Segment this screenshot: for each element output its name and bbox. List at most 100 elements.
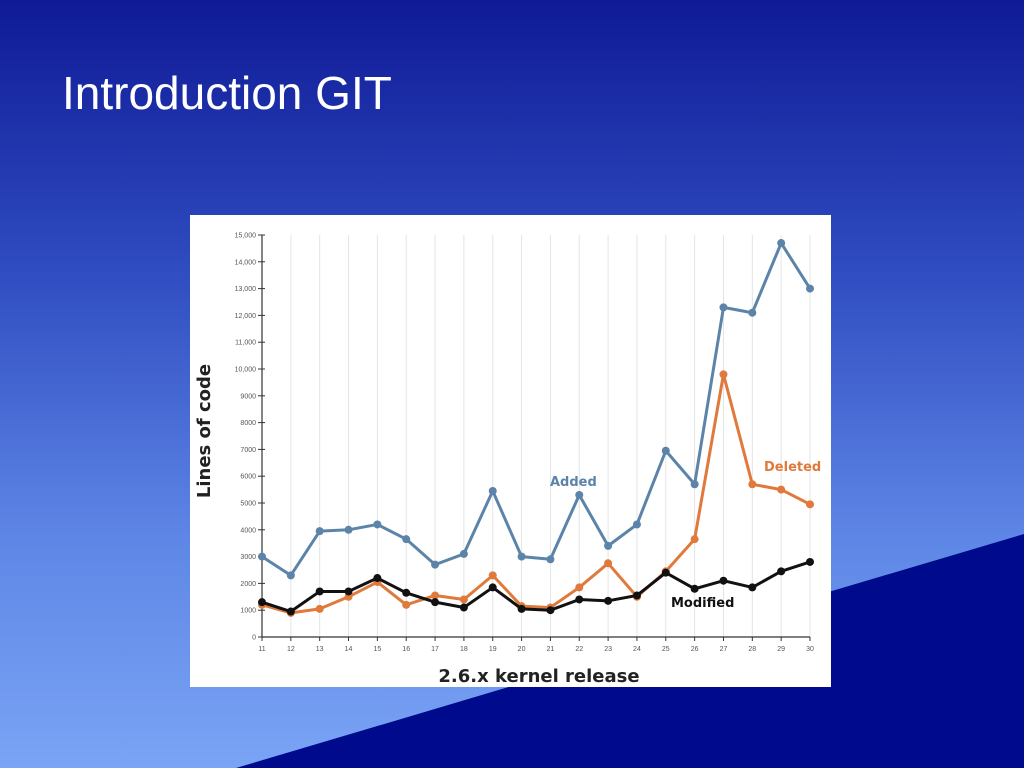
point-modified-29	[777, 567, 786, 576]
y-tick-label-13000: 13,000	[235, 286, 257, 293]
y-tick-label-0: 0	[252, 635, 256, 642]
point-added-23	[604, 541, 613, 550]
point-deleted-13	[315, 604, 324, 613]
series-line-modified	[261, 560, 811, 614]
point-modified-24	[632, 591, 641, 600]
x-tick-label-22: 22	[575, 646, 583, 653]
chart-series	[258, 239, 814, 617]
point-modified-27	[719, 576, 728, 585]
point-deleted-16	[402, 600, 411, 609]
y-tick-label-4000: 4000	[240, 527, 256, 534]
x-tick-label-12: 12	[287, 646, 295, 653]
point-modified-21	[546, 606, 555, 615]
point-modified-28	[748, 583, 757, 592]
x-tick-label-28: 28	[748, 646, 756, 653]
y-tick-label-2000: 2000	[240, 581, 256, 588]
y-tick-label-9000: 9000	[240, 393, 256, 400]
point-deleted-18	[459, 595, 468, 604]
x-tick-label-29: 29	[777, 646, 785, 653]
point-added-18	[459, 549, 468, 558]
y-tick-label-5000: 5000	[240, 501, 256, 508]
x-tick-label-19: 19	[489, 646, 497, 653]
point-modified-11	[258, 598, 266, 607]
point-added-19	[488, 486, 497, 495]
point-deleted-23	[604, 559, 613, 568]
point-modified-18	[459, 603, 468, 612]
point-modified-14	[344, 587, 353, 596]
point-added-11	[258, 552, 266, 561]
x-tick-label-26: 26	[691, 646, 699, 653]
series-label-added: Added	[550, 475, 597, 490]
x-tick-label-23: 23	[604, 646, 612, 653]
y-ticks: 0 1000 2000 3000 4000 5000 6000 7000 8000 9000 10,…	[235, 233, 265, 642]
point-deleted-26	[690, 535, 699, 544]
slide-title: Introduction GIT	[62, 67, 392, 119]
point-added-15	[373, 520, 382, 529]
x-tick-label-14: 14	[345, 646, 353, 653]
chart-axes	[261, 235, 810, 638]
point-modified-20	[517, 604, 526, 613]
x-ticks: 11 12 13 14 15 16 17 18 19 20 21 22 23 24 25 26 27 28 29 30	[258, 637, 814, 653]
point-added-21	[546, 555, 555, 564]
point-modified-23	[604, 596, 613, 605]
x-tick-label-18: 18	[460, 646, 468, 653]
x-tick-label-27: 27	[720, 646, 728, 653]
point-modified-19	[488, 583, 497, 592]
series-line-added	[261, 241, 812, 577]
point-added-28	[748, 308, 757, 317]
y-axis-title: Lines of code	[194, 364, 215, 498]
x-axis-title: 2.6.x kernel release	[438, 666, 639, 687]
y-tick-label-3000: 3000	[240, 554, 256, 561]
point-deleted-29	[777, 485, 786, 494]
x-tick-label-15: 15	[373, 646, 381, 653]
x-tick-label-13: 13	[316, 646, 324, 653]
point-added-29	[777, 239, 786, 248]
point-added-30	[806, 284, 814, 293]
point-modified-22	[575, 595, 584, 604]
point-modified-25	[661, 568, 670, 577]
series-added	[258, 239, 814, 580]
y-tick-label-1000: 1000	[240, 608, 256, 615]
point-deleted-17	[431, 591, 440, 600]
point-deleted-19	[488, 571, 497, 580]
x-tick-label-20: 20	[518, 646, 526, 653]
point-added-22	[575, 490, 584, 499]
x-tick-label-21: 21	[547, 646, 555, 653]
point-modified-30	[806, 557, 814, 566]
chart: 0 1000 2000 3000 4000 5000 6000 7000 8000 9000 10,…	[190, 215, 831, 687]
point-deleted-28	[748, 480, 757, 489]
chart-grid	[261, 235, 811, 637]
point-modified-26	[690, 584, 699, 593]
y-tick-label-15000: 15,000	[235, 233, 257, 240]
series-label-deleted: Deleted	[764, 460, 821, 475]
point-modified-17	[431, 598, 440, 607]
point-added-25	[661, 446, 670, 455]
y-tick-label-8000: 8000	[240, 420, 256, 427]
point-modified-16	[402, 588, 411, 597]
y-tick-label-10000: 10,000	[235, 367, 257, 374]
point-added-27	[719, 303, 728, 312]
x-tick-label-30: 30	[806, 646, 814, 653]
chart-svg: 0 1000 2000 3000 4000 5000 6000 7000 8000 9000 10,…	[194, 233, 821, 688]
point-modified-12	[286, 607, 295, 616]
point-deleted-30	[806, 500, 814, 509]
point-added-17	[431, 560, 440, 569]
point-added-26	[690, 480, 699, 489]
series-label-modified: Modified	[671, 596, 734, 611]
point-modified-13	[315, 587, 324, 596]
point-deleted-22	[575, 583, 584, 592]
y-tick-label-6000: 6000	[240, 474, 256, 481]
y-tick-label-12000: 12,000	[235, 313, 257, 320]
x-tick-label-11: 11	[258, 646, 265, 653]
x-tick-label-16: 16	[402, 646, 410, 653]
point-added-14	[344, 525, 353, 534]
y-tick-label-7000: 7000	[240, 447, 256, 454]
point-added-12	[286, 571, 295, 580]
y-tick-label-11000: 11,000	[235, 340, 256, 347]
point-deleted-27	[719, 370, 728, 379]
x-tick-label-25: 25	[662, 646, 670, 653]
point-added-20	[517, 552, 526, 561]
x-tick-label-17: 17	[431, 646, 439, 653]
point-added-24	[632, 520, 641, 529]
